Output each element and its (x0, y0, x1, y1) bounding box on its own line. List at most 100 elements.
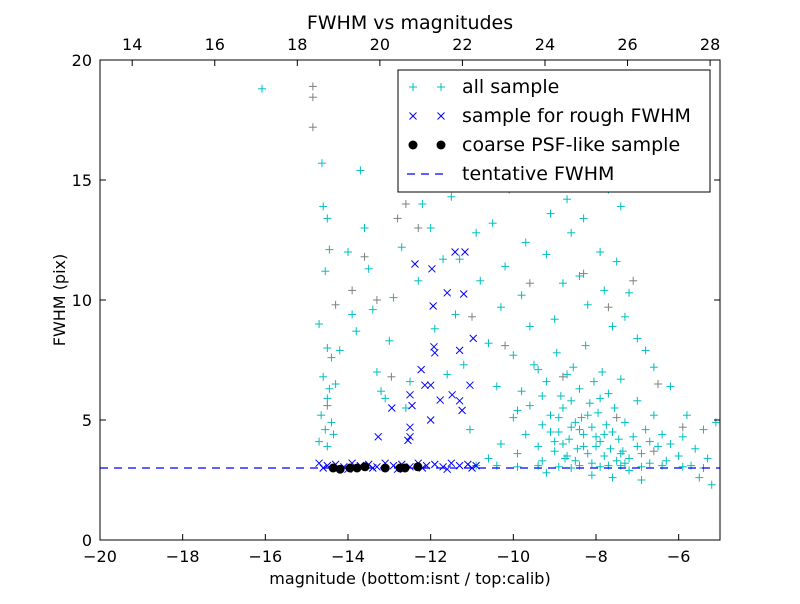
data-point (455, 396, 464, 405)
data-point (443, 288, 452, 297)
data-point (430, 348, 439, 357)
data-point (594, 408, 603, 417)
data-point (517, 291, 526, 300)
legend-label-all-sample: all sample (462, 76, 559, 98)
data-point (406, 377, 414, 386)
data-point (662, 456, 671, 465)
data-point (637, 476, 646, 484)
x-b (448, 390, 457, 399)
data-point (658, 430, 667, 439)
dot (352, 463, 362, 473)
data-point (592, 442, 600, 451)
data-point (335, 346, 344, 355)
dot (436, 140, 446, 150)
data-point (323, 394, 332, 403)
data-point (542, 468, 551, 477)
legend-marker (436, 140, 446, 150)
top-x-tick-label: 22 (452, 35, 472, 54)
x-b (447, 459, 456, 468)
data-point (401, 200, 410, 208)
data-point (319, 464, 328, 472)
data-point (616, 375, 625, 384)
x-b (458, 406, 466, 415)
data-point (525, 279, 534, 288)
data-point (691, 444, 700, 453)
data-point (575, 425, 584, 434)
data-point (352, 463, 362, 473)
legend-marker (408, 140, 418, 150)
series-gray-sample (308, 82, 687, 456)
data-point (625, 454, 634, 463)
data-point (666, 440, 675, 448)
data-point (649, 363, 658, 372)
data-point (321, 425, 330, 434)
data-point (571, 456, 580, 465)
data-point (645, 459, 654, 468)
data-point (329, 430, 338, 439)
data-point (649, 411, 658, 420)
top-x-tick-label: 28 (700, 35, 720, 54)
data-point (563, 370, 572, 379)
data-point (550, 315, 559, 324)
data-point (513, 449, 522, 458)
data-point (583, 411, 592, 420)
data-point (401, 404, 410, 412)
top-x-tick-label: 14 (122, 35, 142, 54)
data-point (258, 84, 267, 93)
data-point (678, 432, 687, 441)
data-point (348, 286, 357, 295)
data-point (633, 334, 642, 343)
data-point (448, 390, 457, 399)
data-point (629, 276, 638, 285)
data-point (397, 243, 406, 252)
data-point (308, 93, 317, 102)
data-point (579, 214, 588, 223)
x-b (387, 404, 396, 412)
x-b (455, 396, 464, 405)
data-point (600, 452, 609, 460)
y-tick-label: 10 (72, 291, 92, 310)
data-point (488, 219, 497, 228)
dot (408, 140, 418, 150)
x-tick-label: −12 (414, 547, 448, 566)
data-point (461, 248, 469, 256)
x-b (404, 436, 412, 445)
dot (345, 463, 355, 473)
data-point (542, 377, 551, 386)
y-tick-label: 0 (82, 531, 92, 550)
y-axis-label: FWHM (pix) (50, 254, 69, 347)
data-point (596, 437, 605, 446)
data-point (439, 462, 447, 471)
chart-title: FWHM vs magnitudes (307, 12, 513, 34)
dot (335, 464, 345, 474)
data-point (404, 436, 412, 445)
data-point (707, 480, 716, 489)
data-point (610, 404, 619, 412)
data-point (530, 360, 538, 369)
data-point (430, 324, 439, 333)
x-b (319, 464, 328, 472)
data-point (385, 336, 394, 345)
data-point (328, 463, 338, 473)
data-point (327, 353, 336, 362)
data-point (556, 392, 565, 400)
dot (413, 462, 423, 472)
data-point (317, 159, 326, 168)
data-point (579, 442, 588, 451)
x-tick-label: −18 (166, 547, 200, 566)
x-b (439, 462, 447, 471)
x-b (429, 302, 438, 310)
x-b (374, 432, 383, 441)
x-b (408, 401, 416, 410)
data-point (406, 390, 414, 399)
x-b (409, 112, 417, 120)
data-point (521, 238, 530, 247)
data-point (429, 302, 438, 310)
x-tick-label: −14 (331, 547, 365, 566)
data-point (604, 389, 613, 398)
top-x-tick-label: 20 (370, 35, 390, 54)
data-point (654, 380, 662, 388)
data-point (678, 462, 687, 471)
data-point (447, 459, 456, 468)
data-point (577, 413, 586, 422)
